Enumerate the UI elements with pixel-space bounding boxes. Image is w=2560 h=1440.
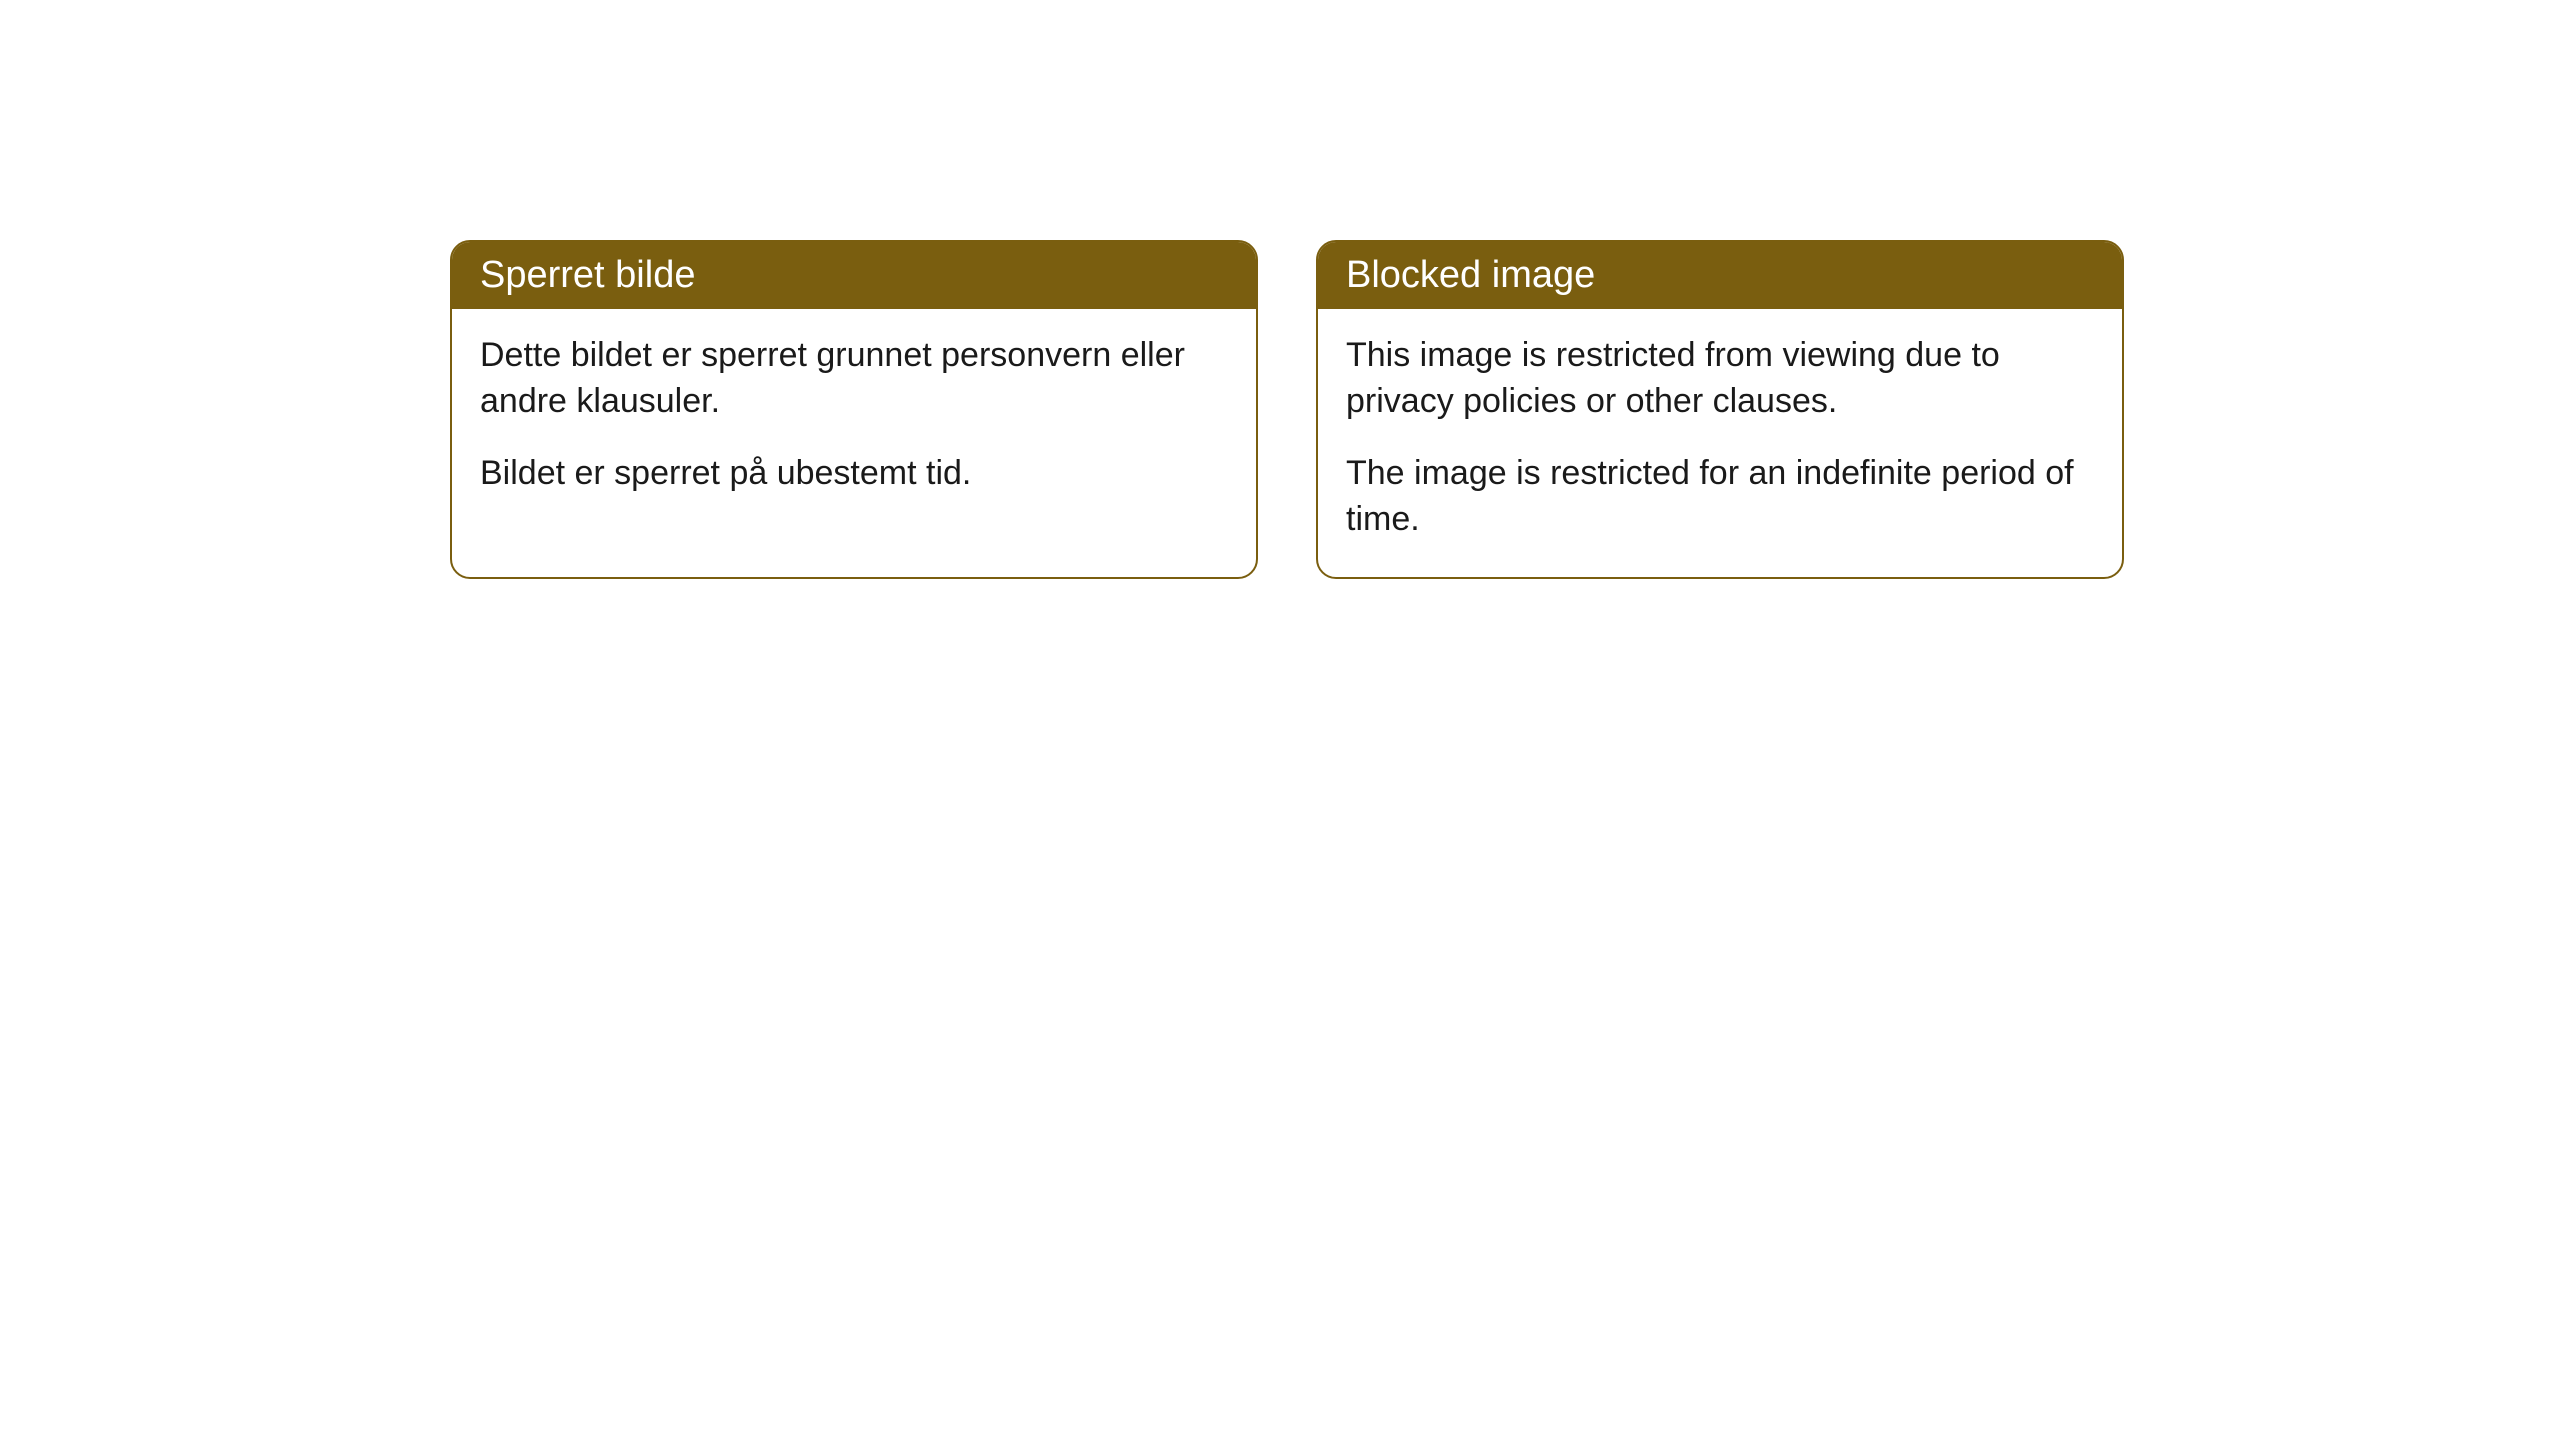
notice-body: Dette bildet er sperret grunnet personve… — [452, 309, 1256, 531]
notice-paragraph-2: Bildet er sperret på ubestemt tid. — [480, 451, 1228, 497]
notice-body: This image is restricted from viewing du… — [1318, 309, 2122, 577]
notice-paragraph-1: This image is restricted from viewing du… — [1346, 333, 2094, 425]
notice-paragraph-2: The image is restricted for an indefinit… — [1346, 451, 2094, 543]
notice-header: Blocked image — [1318, 242, 2122, 309]
notice-card-norwegian: Sperret bilde Dette bildet er sperret gr… — [450, 240, 1258, 579]
notice-card-english: Blocked image This image is restricted f… — [1316, 240, 2124, 579]
notice-cards-container: Sperret bilde Dette bildet er sperret gr… — [450, 240, 2124, 579]
notice-paragraph-1: Dette bildet er sperret grunnet personve… — [480, 333, 1228, 425]
notice-header: Sperret bilde — [452, 242, 1256, 309]
